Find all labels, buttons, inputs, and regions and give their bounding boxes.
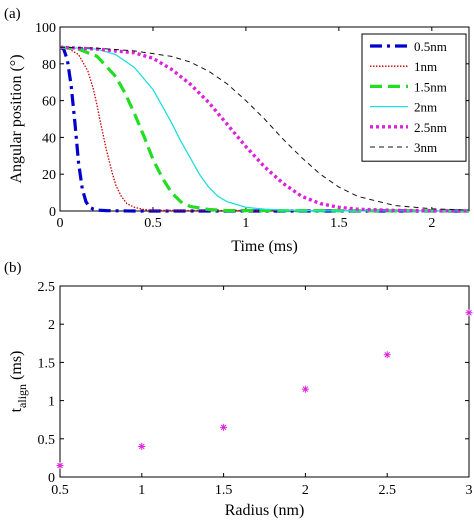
panel-b-xlabel: Radius (nm) [225, 502, 305, 519]
series-line-0 [59, 45, 469, 213]
legend-label-4: 2.5nm [414, 120, 447, 135]
panel-a-ytick-label: 80 [42, 58, 56, 73]
panel-b-ytick-label: 2 [48, 318, 55, 333]
panel-a-label: (a) [4, 6, 21, 22]
panel-b-xtick-label: 2.5 [378, 483, 396, 498]
panel-b-axes-frame [59, 285, 470, 478]
panel-b-ylabel-unit: (ms) [8, 351, 25, 384]
series-line-5 [59, 46, 470, 211]
panel-a-ytick-label: 60 [42, 95, 56, 110]
panel-b-ytick-label: 0 [48, 471, 55, 486]
series-line-3 [59, 46, 470, 212]
panel-b-ytick-label: 1.5 [38, 356, 56, 371]
panel-b-ylabel-sub: align [15, 384, 29, 408]
panel-a-xtick-label: 2 [428, 216, 435, 231]
series-line-1 [59, 46, 470, 212]
panel-a-ytick-label: 40 [42, 131, 56, 146]
legend-label-2: 1.5nm [414, 79, 447, 94]
panel-b: (b) 0.5 1 1.5 2 2.5 300.511.522.5 Radius (nm)… [4, 260, 473, 519]
panel-b-ytick-label: 0.5 [38, 433, 56, 448]
panel-b-ytick-label: 2.5 [38, 280, 56, 295]
panel-a-xtick-label: 0 [57, 216, 64, 231]
series-line-2 [59, 45, 470, 213]
scatter-point-4 [383, 351, 391, 359]
panel-a-xtick-label: 1.5 [330, 216, 348, 231]
panel-a-ylabel: Angular position (°) [8, 54, 25, 183]
panel-a-xtick-label: 1 [242, 216, 249, 231]
panel-b-ytick-label: 1 [48, 395, 55, 410]
panel-a-xtick-label: 0.5 [144, 216, 162, 231]
panel-b-ticks: 0.5 1 1.5 2 2.5 300.511.522.5 [38, 280, 473, 498]
panel-a-lines [59, 45, 470, 213]
panel-b-ylabel-main: t [8, 407, 25, 412]
scatter-point-5 [465, 309, 473, 317]
scatter-point-2 [220, 423, 228, 431]
panel-a-legend: 0.5nm 1nm 1.5nm 2nm 2.5nm 3nm [361, 33, 467, 162]
panel-b-ylabel: talign (ms) [8, 351, 29, 413]
panel-b-xtick-label: 2 [302, 483, 309, 498]
legend-label-1: 1nm [414, 59, 437, 74]
legend-box [361, 33, 467, 162]
panel-a-ytick-label: 0 [49, 205, 56, 220]
panel-a-ytick-label: 100 [35, 21, 56, 36]
scatter-point-0 [56, 462, 64, 470]
panel-b-xtick-label: 1 [138, 483, 145, 498]
scatter-point-3 [301, 385, 309, 393]
panel-b-points [56, 309, 473, 470]
scatter-point-1 [138, 442, 146, 450]
panel-a-ytick-label: 20 [42, 168, 56, 183]
panel-b-xtick-label: 1.5 [215, 483, 233, 498]
panel-b-xtick-label: 3 [466, 483, 473, 498]
legend-label-5: 3nm [414, 140, 437, 155]
panel-a-xlabel: Time (ms) [231, 238, 298, 255]
panel-b-label: (b) [4, 260, 22, 276]
panel-b-xtick-label: 0.5 [51, 483, 69, 498]
series-line-4 [59, 45, 470, 213]
legend-label-0: 0.5nm [414, 39, 447, 54]
legend-label-3: 2nm [414, 100, 437, 115]
